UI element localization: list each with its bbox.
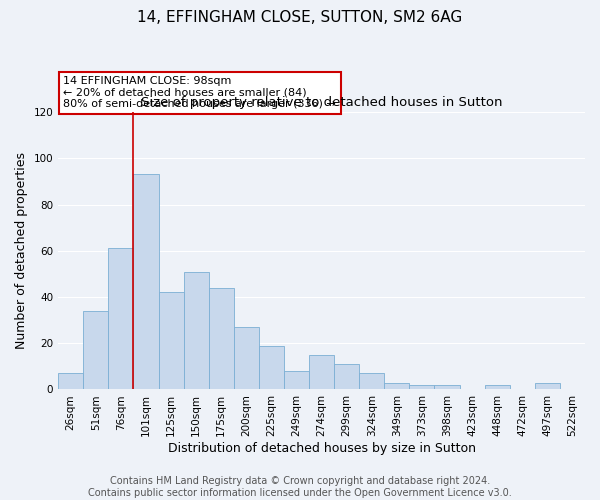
- Bar: [485, 385, 510, 390]
- Bar: [434, 385, 460, 390]
- Text: 14, EFFINGHAM CLOSE, SUTTON, SM2 6AG: 14, EFFINGHAM CLOSE, SUTTON, SM2 6AG: [137, 10, 463, 25]
- Bar: [184, 272, 209, 390]
- Bar: [284, 371, 309, 390]
- Bar: [83, 311, 109, 390]
- Bar: [334, 364, 359, 390]
- Bar: [133, 174, 158, 390]
- Text: Contains HM Land Registry data © Crown copyright and database right 2024.
Contai: Contains HM Land Registry data © Crown c…: [88, 476, 512, 498]
- Bar: [259, 346, 284, 390]
- Bar: [309, 355, 334, 390]
- Bar: [58, 374, 83, 390]
- Title: Size of property relative to detached houses in Sutton: Size of property relative to detached ho…: [141, 96, 502, 110]
- Bar: [109, 248, 133, 390]
- Text: 14 EFFINGHAM CLOSE: 98sqm
← 20% of detached houses are smaller (84)
80% of semi-: 14 EFFINGHAM CLOSE: 98sqm ← 20% of detac…: [64, 76, 336, 110]
- Bar: [158, 292, 184, 390]
- Bar: [359, 374, 385, 390]
- Bar: [385, 382, 409, 390]
- Bar: [234, 327, 259, 390]
- Bar: [409, 385, 434, 390]
- Y-axis label: Number of detached properties: Number of detached properties: [15, 152, 28, 350]
- Bar: [209, 288, 234, 390]
- Bar: [535, 382, 560, 390]
- X-axis label: Distribution of detached houses by size in Sutton: Distribution of detached houses by size …: [167, 442, 476, 455]
